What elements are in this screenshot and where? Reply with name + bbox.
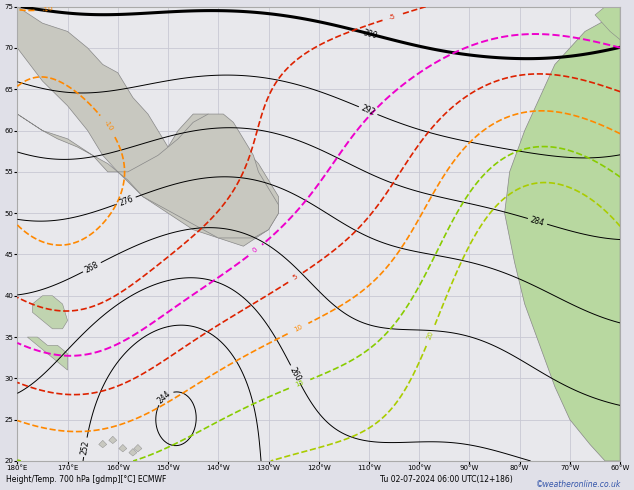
Text: -10: -10 [41,4,54,13]
Polygon shape [32,296,68,329]
Text: 292: 292 [359,104,377,118]
Polygon shape [99,441,107,448]
Text: 15: 15 [294,379,305,389]
Text: 5: 5 [292,274,299,281]
Text: 284: 284 [529,215,546,228]
Polygon shape [129,448,137,456]
Text: Tu 02-07-2024 06:00 UTC(12+186): Tu 02-07-2024 06:00 UTC(12+186) [380,475,513,484]
Polygon shape [27,337,68,370]
Text: 268: 268 [84,260,100,274]
Text: 20: 20 [426,330,435,341]
Polygon shape [119,444,127,452]
Text: ©weatheronline.co.uk: ©weatheronline.co.uk [536,480,621,489]
Text: -10: -10 [102,120,113,132]
Text: 10: 10 [293,324,304,333]
Text: 276: 276 [118,194,134,207]
Polygon shape [134,444,142,452]
Polygon shape [17,114,278,238]
Polygon shape [595,7,620,40]
Text: 260: 260 [288,366,302,383]
Text: 244: 244 [157,389,173,405]
Text: 300: 300 [362,28,378,40]
Polygon shape [109,436,117,443]
Text: 0: 0 [252,246,259,254]
Text: Height/Temp. 700 hPa [gdmp][°C] ECMWF: Height/Temp. 700 hPa [gdmp][°C] ECMWF [6,475,167,484]
Polygon shape [505,7,620,461]
Text: -5: -5 [388,13,396,21]
Text: 252: 252 [80,440,91,455]
Polygon shape [17,7,278,246]
